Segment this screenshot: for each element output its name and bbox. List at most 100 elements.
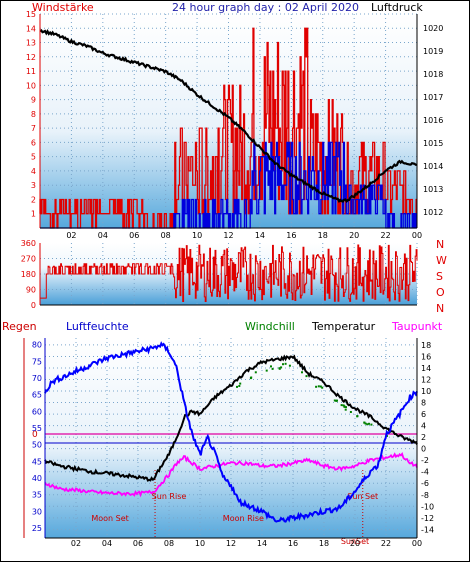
time-tick-label: 14 — [255, 231, 265, 240]
windchill-point — [282, 363, 284, 366]
wind-tick-label: 1 — [31, 210, 36, 219]
pressure-tick-label: 1020 — [423, 24, 443, 33]
direction-tick-label: 360 — [21, 239, 36, 248]
wind-line — [39, 27, 417, 229]
temperature-tick-label: 6 — [421, 410, 426, 419]
temperature-tick-label: 14 — [421, 364, 431, 373]
windchill-point — [356, 415, 359, 418]
windchill-point — [340, 404, 343, 407]
sun-rise-label: Sun Rise — [152, 492, 187, 501]
temperature-tick-label: 12 — [421, 375, 431, 384]
moon-set-label: Moon Set — [91, 514, 128, 523]
pressure-line — [39, 28, 418, 204]
humidity-title: Luftfeuchte — [66, 320, 129, 333]
humidity-tick-label: 30 — [32, 507, 42, 516]
humidity-tick-label: 35 — [32, 491, 42, 500]
direction-tick-label: 270 — [21, 255, 36, 264]
time-tick-label: 04 — [102, 539, 112, 548]
wind-tick-label: 6 — [31, 138, 36, 147]
temperature-tick-label: 4 — [421, 422, 426, 431]
temperature-tick-label: -10 — [421, 502, 434, 511]
windchill-point — [317, 385, 320, 388]
windchill-point — [271, 367, 274, 370]
windchill-title: Windchill — [245, 320, 295, 333]
temperature-tick-label: -8 — [421, 491, 429, 500]
time-tick-label: 12 — [223, 231, 233, 240]
wind-tick-label: 12 — [26, 53, 36, 62]
pressure-tick-label: 1015 — [423, 139, 443, 148]
time-tick-label: 22 — [380, 231, 390, 240]
humidity-tick-label: 65 — [32, 391, 42, 400]
windchill-point — [288, 364, 291, 367]
wind-tick-label: 15 — [26, 10, 36, 19]
time-tick-label: 06 — [129, 231, 139, 240]
temperature-tick-label: -12 — [421, 514, 434, 523]
time-tick-label: 10 — [195, 539, 205, 548]
humidity-tick-label: 25 — [32, 524, 42, 533]
windchill-point — [345, 406, 347, 409]
temperature-tick-label: -14 — [421, 525, 434, 534]
time-tick-label: 02 — [66, 231, 76, 240]
time-tick-label: 08 — [161, 231, 171, 240]
temperature-tick-label: -4 — [421, 468, 429, 477]
time-tick-label: 22 — [381, 539, 391, 548]
wind-tick-label: 10 — [26, 81, 36, 90]
windchill-point — [254, 371, 257, 374]
pressure-tick-label: 1017 — [423, 93, 443, 102]
time-tick-label: 10 — [192, 231, 202, 240]
sun-set-label: Sun Set — [347, 492, 378, 501]
pressure-axis-title: Luftdruck — [371, 1, 423, 14]
windchill-point — [270, 365, 272, 368]
humidity-tick-label: 55 — [32, 424, 42, 433]
windchill-point — [319, 385, 322, 388]
pressure-tick-label: 1014 — [423, 162, 443, 171]
compass-label: N — [436, 302, 444, 315]
windchill-point — [343, 405, 346, 408]
humidity-tick-label: 60 — [32, 407, 42, 416]
time-tick-label: 08 — [164, 539, 174, 548]
wind-tick-label: 4 — [31, 167, 36, 176]
pressure-series — [39, 28, 418, 204]
compass-label: W — [436, 254, 447, 267]
windchill-point — [305, 375, 308, 378]
windchill-point — [366, 423, 369, 426]
windchill-point — [363, 421, 366, 424]
windchill-point — [265, 369, 268, 372]
wind-tick-label: 8 — [31, 110, 36, 119]
wind-tick-label: 2 — [31, 195, 36, 204]
pressure-tick-label: 1016 — [423, 116, 443, 125]
humidity-tick-label: 70 — [32, 374, 42, 383]
wind-tick-label: 9 — [31, 96, 36, 105]
time-tick-label: 00 — [412, 231, 422, 240]
humidity-line — [44, 341, 418, 523]
time-tick-label: 16 — [288, 539, 298, 548]
time-tick-label: 02 — [71, 539, 81, 548]
windchill-point — [238, 385, 241, 387]
windchill-point — [278, 367, 281, 370]
humidity-tick-label: 75 — [32, 357, 42, 366]
wind-tick-label: 7 — [31, 124, 36, 133]
time-tick-label: 04 — [98, 231, 108, 240]
windchill-point — [236, 385, 238, 388]
windchill-point — [370, 423, 373, 426]
windchill-point — [321, 386, 324, 389]
windchill-point — [333, 399, 336, 402]
windchill-point — [280, 366, 283, 369]
time-tick-label: 20 — [350, 539, 360, 548]
windchill-point — [315, 385, 318, 388]
humidity-series — [44, 341, 418, 523]
humidity-tick-label: 80 — [32, 341, 42, 350]
temperature-tick-label: -6 — [421, 479, 429, 488]
time-tick-label: 16 — [286, 231, 296, 240]
humidity-tick-label: 45 — [32, 457, 42, 466]
windchill-point — [349, 411, 352, 413]
windchill-point — [342, 404, 345, 407]
wind-tick-label: 5 — [31, 153, 36, 162]
time-tick-label: 18 — [318, 231, 328, 240]
astro-annotations: Sun Rise Sun Set Moon Set Moon Rise SunSet — [91, 470, 378, 546]
dewpoint-title: Taupunkt — [391, 320, 443, 333]
pressure-tick-label: 1018 — [423, 70, 443, 79]
temperature-tick-label: 0 — [421, 445, 426, 454]
direction-tick-label: 0 — [31, 301, 36, 310]
direction-tick-label: 180 — [21, 270, 36, 279]
